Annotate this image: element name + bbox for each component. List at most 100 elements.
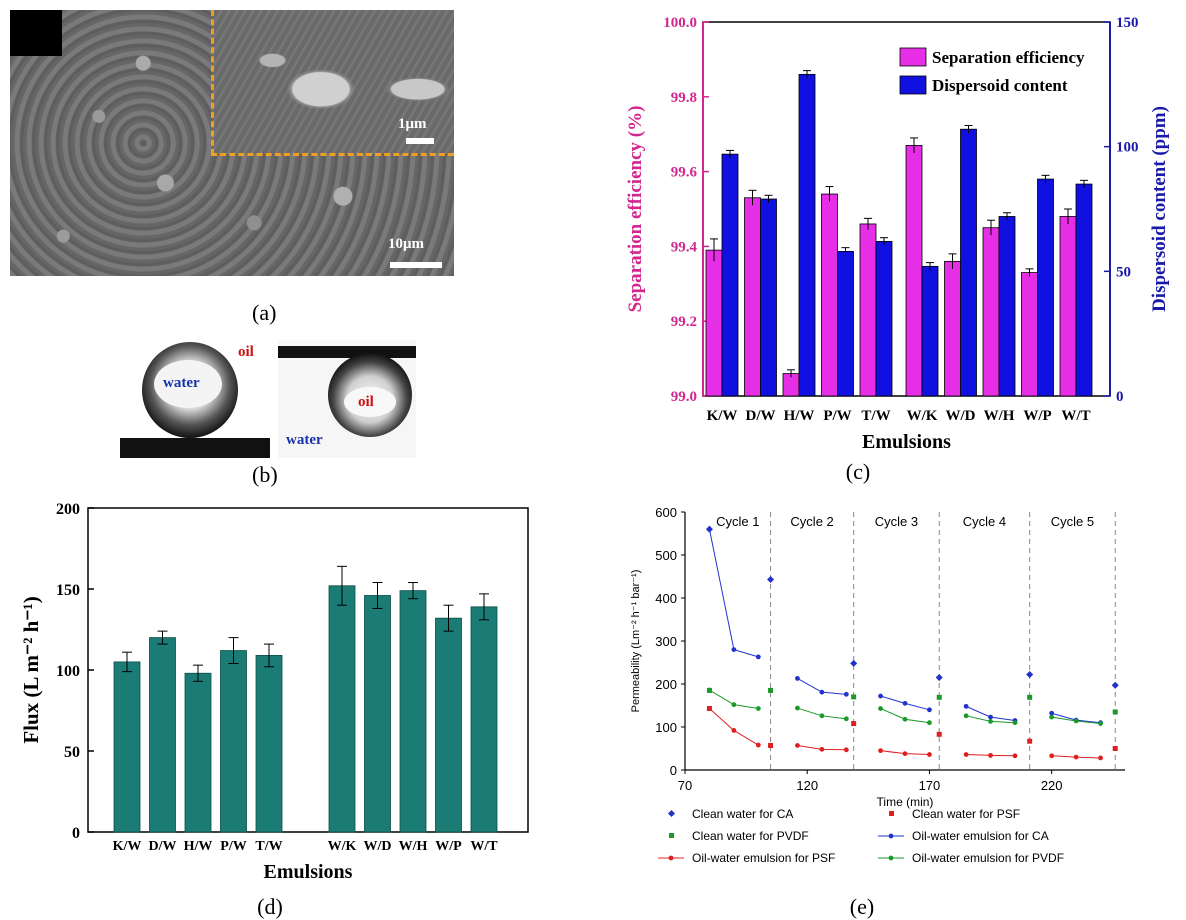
emulsion-point	[755, 706, 761, 711]
x-axis-title: Emulsions	[862, 431, 951, 453]
emulsion-point	[1049, 710, 1055, 716]
emulsion-point	[843, 716, 849, 722]
dispersoid-bar	[960, 128, 977, 397]
category-label: W/P	[1023, 408, 1051, 424]
efficiency-bar	[821, 193, 838, 397]
emulsion-point	[707, 706, 712, 711]
emulsion-point	[927, 707, 932, 713]
left-tick-label: 100.0	[663, 15, 697, 31]
panel-c-label: (c)	[846, 459, 870, 484]
right-axis-title: Dispersoid content (ppm)	[1149, 106, 1170, 312]
clean-water-point	[768, 742, 774, 748]
category-label: D/W	[149, 839, 177, 854]
emulsion-point	[963, 703, 969, 709]
emulsion-line	[709, 708, 759, 746]
legend-label: Clean water for PVDF	[692, 829, 809, 843]
emulsion-point	[878, 706, 883, 711]
category-label: W/K	[328, 839, 357, 854]
water-in-oil-droplet-image	[120, 340, 270, 458]
emulsion-point	[731, 702, 737, 708]
right-tick-label: 150	[1116, 15, 1139, 31]
clean-water-point	[768, 687, 774, 693]
emulsion-point	[795, 743, 800, 748]
emulsion-point	[988, 714, 993, 720]
emulsion-point	[819, 689, 825, 695]
y-tick-label: 200	[655, 677, 677, 692]
emulsion-point	[1098, 755, 1103, 761]
left-environment-text: oil	[238, 344, 254, 360]
efficiency-bar	[1021, 272, 1038, 397]
oil-in-water-droplet-image	[278, 340, 416, 458]
emulsion-point	[795, 676, 800, 681]
category-label: P/W	[823, 408, 851, 424]
dispersoid-bar	[798, 73, 816, 397]
flux-bar	[255, 655, 283, 833]
emulsion-point	[1012, 720, 1018, 726]
y-tick-label: 100	[56, 663, 80, 680]
category-label: K/W	[113, 839, 142, 854]
category-label: H/W	[784, 408, 815, 424]
cycle-label: Cycle 1	[716, 514, 759, 529]
emulsion-point	[843, 691, 849, 697]
left-tick-label: 99.6	[671, 165, 698, 181]
scale-label-small: 1μm	[398, 116, 427, 132]
dispersoid-bar	[721, 153, 739, 397]
panel-e-label: (e)	[850, 894, 874, 919]
panel-a-label: (a)	[252, 300, 277, 325]
dispersoid-bar	[1075, 183, 1093, 397]
emulsion-point	[927, 720, 932, 726]
clean-water-point	[850, 659, 858, 667]
category-label: H/W	[184, 839, 213, 854]
y-tick-label: 50	[64, 744, 80, 761]
legend-marker	[889, 811, 894, 816]
emulsion-point	[902, 700, 908, 706]
category-label: D/W	[746, 408, 776, 424]
right-droplet-text: oil	[358, 394, 374, 410]
category-label: W/P	[435, 839, 462, 854]
flux-bar	[220, 650, 247, 833]
emulsion-point	[988, 719, 993, 724]
y-tick-label: 600	[655, 505, 677, 520]
inset-border-horizontal	[211, 153, 454, 156]
category-label: K/W	[707, 408, 738, 424]
left-tick-label: 99.2	[671, 314, 697, 330]
flux-bar	[435, 617, 462, 833]
y-axis-title: Flux (L m⁻² h⁻¹)	[19, 596, 43, 743]
dispersoid-bar	[760, 198, 777, 397]
clean-water-point	[1112, 709, 1118, 715]
emulsion-point	[963, 713, 969, 719]
dispersoid-bar	[837, 250, 854, 397]
y-tick-label: 150	[56, 582, 80, 599]
inset-border-vertical	[211, 10, 214, 155]
x-axis-title: Time (min)	[877, 795, 934, 809]
emulsion-point	[902, 716, 908, 722]
emulsion-point	[707, 687, 712, 693]
y-tick-label: 100	[655, 720, 677, 735]
emulsion-point	[707, 526, 712, 532]
emulsion-point	[755, 742, 761, 748]
category-label: W/D	[946, 408, 976, 424]
legend-swatch	[899, 47, 927, 67]
legend-marker	[668, 855, 674, 861]
category-label: T/W	[255, 839, 282, 854]
emulsion-point	[878, 748, 883, 754]
efficiency-bar	[705, 249, 723, 397]
emulsion-point	[1073, 718, 1079, 724]
scale-bar-large	[390, 262, 442, 268]
category-label: W/D	[364, 839, 392, 854]
scale-label-large: 10μm	[388, 236, 424, 252]
legend-swatch	[899, 75, 927, 95]
cycle-label: Cycle 4	[963, 514, 1006, 529]
right-tick-label: 0	[1116, 389, 1124, 405]
category-label: W/H	[984, 408, 1015, 424]
emulsion-point	[1073, 754, 1079, 760]
legend-label: Separation efficiency	[932, 48, 1085, 67]
legend-marker	[888, 855, 894, 861]
category-label: W/T	[1061, 408, 1090, 424]
right-tick-label: 100	[1116, 140, 1139, 156]
emulsion-point	[1098, 721, 1103, 726]
flux-bar	[364, 595, 391, 833]
emulsion-point	[963, 752, 969, 757]
clean-water-point	[851, 694, 857, 700]
emulsion-point	[731, 728, 737, 733]
